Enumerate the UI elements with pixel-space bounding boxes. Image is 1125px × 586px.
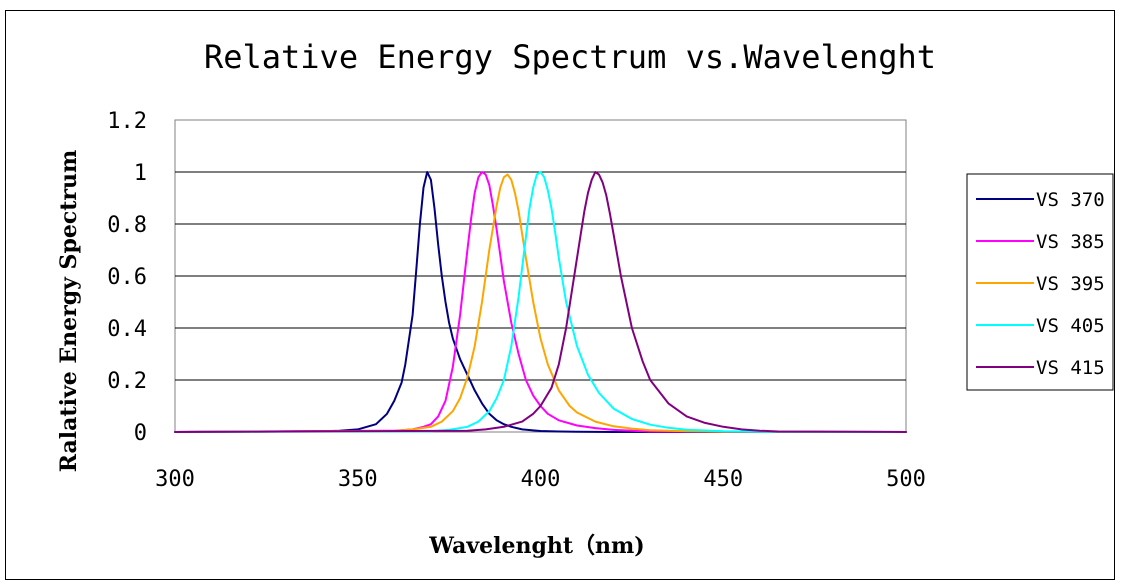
chart-title: Relative Energy Spectrum vs.Wavelenght <box>204 38 936 76</box>
x-tick-label: 450 <box>703 467 743 492</box>
series-lines <box>174 171 907 433</box>
x-axis-ticks: 300 350 400 450 500 <box>155 467 926 492</box>
y-tick-label: 0.4 <box>107 317 147 342</box>
legend-item-vs-415: VS 415 <box>976 357 1105 379</box>
x-axis-title: Wavelenght（nm) <box>428 533 644 559</box>
series-line-vs-415 <box>174 171 907 433</box>
legend-item-vs-395: VS 395 <box>976 273 1105 295</box>
series-line-vs-405 <box>174 171 907 433</box>
y-tick-label: 0 <box>134 421 147 446</box>
series-line-vs-395 <box>174 173 907 433</box>
legend-label: VS 370 <box>1036 189 1105 211</box>
y-tick-label: 0.6 <box>107 265 147 290</box>
x-tick-label: 350 <box>338 467 378 492</box>
legend-item-vs-405: VS 405 <box>976 315 1105 337</box>
legend-item-vs-385: VS 385 <box>976 231 1105 253</box>
y-axis-ticks: 0 0.2 0.4 0.6 0.8 1 1.2 <box>107 109 147 446</box>
legend-label: VS 395 <box>1036 273 1105 295</box>
x-tick-label: 300 <box>155 467 195 492</box>
y-tick-label: 0.8 <box>107 213 147 238</box>
legend-items: VS 370 VS 385 VS 395 VS 405 VS 415 <box>976 189 1105 379</box>
x-tick-label: 500 <box>886 467 926 492</box>
legend-label: VS 415 <box>1036 357 1105 379</box>
legend-label: VS 385 <box>1036 231 1105 253</box>
plot-area <box>174 119 907 433</box>
legend: VS 370 VS 385 VS 395 VS 405 VS 415 <box>966 173 1114 391</box>
series-line-vs-370 <box>174 171 907 433</box>
y-tick-label: 1.2 <box>107 109 147 134</box>
x-tick-label: 400 <box>521 467 561 492</box>
legend-label: VS 405 <box>1036 315 1105 337</box>
y-tick-label: 1 <box>134 161 147 186</box>
legend-item-vs-370: VS 370 <box>976 189 1105 211</box>
y-tick-label: 0.2 <box>107 369 147 394</box>
legend-box <box>966 173 1114 391</box>
series-line-vs-385 <box>174 171 907 433</box>
y-axis-title: Ralative Energy Spectrum <box>56 150 82 472</box>
